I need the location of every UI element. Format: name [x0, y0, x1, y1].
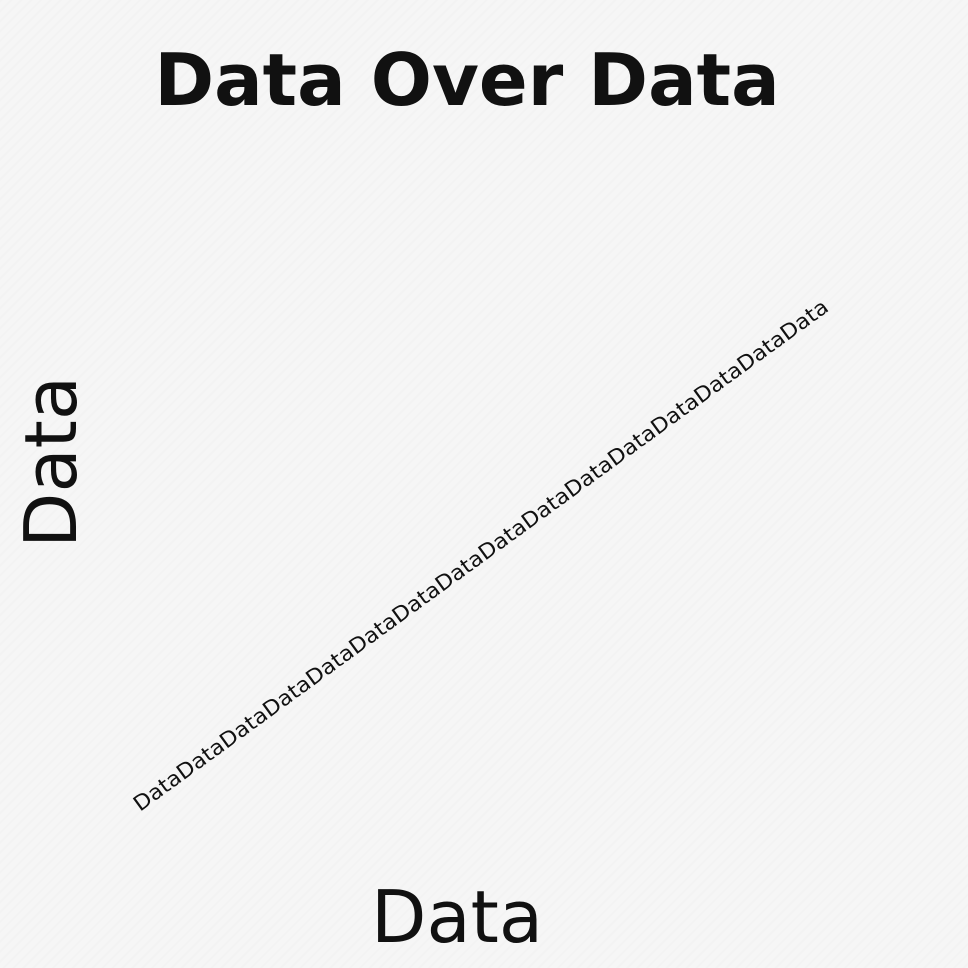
chart-title: Data Over Data [154, 38, 779, 122]
y-axis-label: Data [9, 376, 93, 548]
x-axis-label: Data [371, 875, 543, 959]
series-line-text: DataDataDataDataDataDataDataDataDataData… [129, 295, 833, 816]
plot-area: DataDataDataDataDataDataDataDataDataData… [129, 295, 833, 816]
